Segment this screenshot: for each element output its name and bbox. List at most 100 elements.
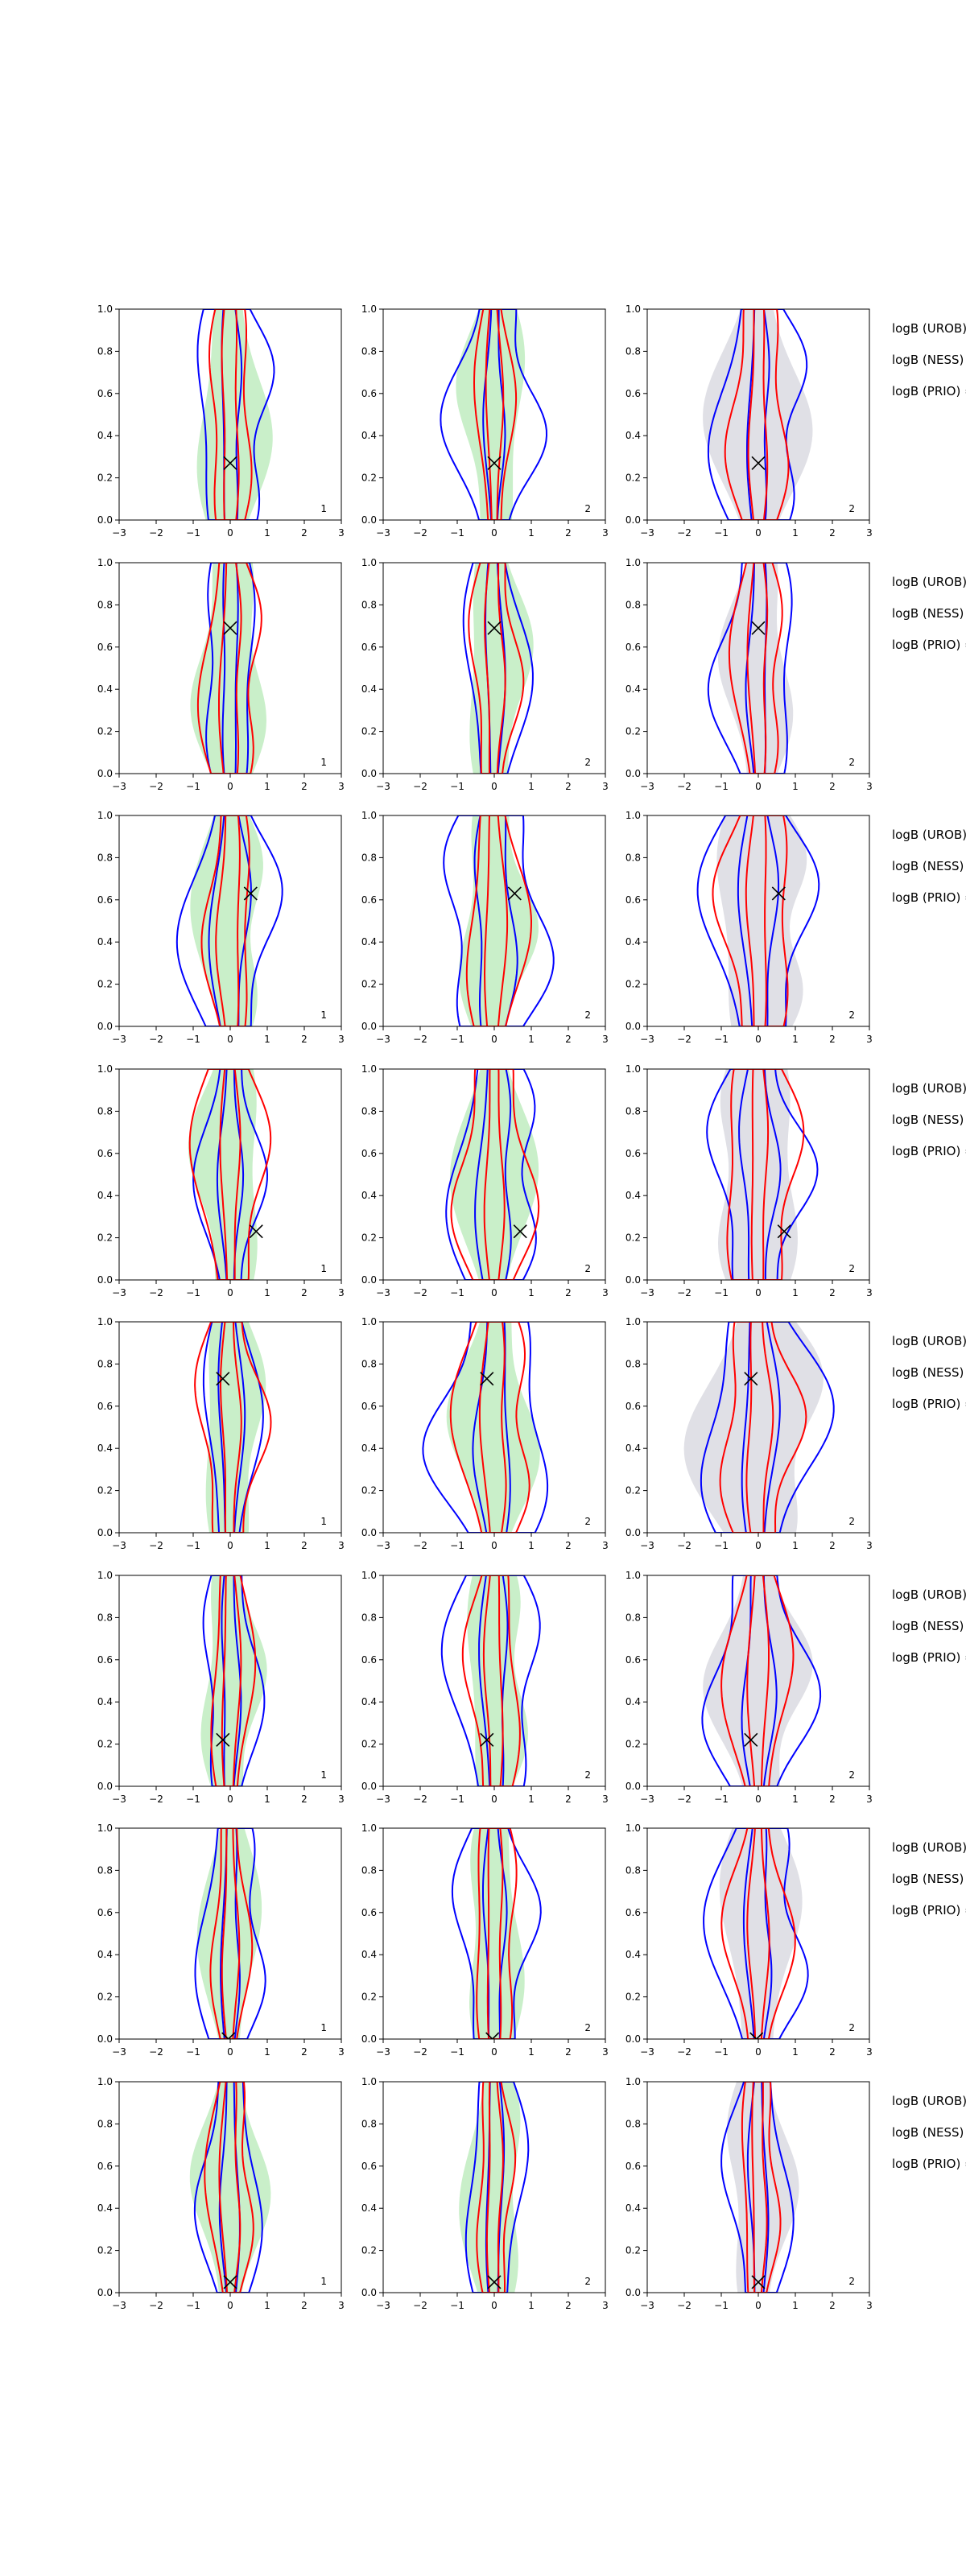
outer-contour-blue <box>193 2082 263 2293</box>
panel-r5-c3: −3 −2 −1 0 1 2 3 0.0 0.2 0.4 0.6 0.8 1.0 2 <box>625 1316 873 1551</box>
x-tick-label: −1 <box>450 2300 464 2311</box>
panel-number: 2 <box>584 757 591 768</box>
y-tick-label: 0.6 <box>361 388 377 399</box>
y-tick-label: 0.4 <box>97 1696 113 1707</box>
y-tick-label: 0.6 <box>361 2161 377 2172</box>
x-tick-label: −1 <box>186 1540 200 1551</box>
y-tick-label: 1.0 <box>625 1823 641 1834</box>
x-tick-label: −1 <box>186 1794 200 1805</box>
outer-contour-blue <box>443 815 555 1026</box>
y-tick-label: 0.4 <box>97 683 113 695</box>
panel-number: 2 <box>584 1516 591 1527</box>
x-tick-label: 0 <box>755 781 762 792</box>
outer-contour-red <box>724 309 790 520</box>
y-tick-label: 0.8 <box>361 1358 377 1369</box>
y-tick-label: 0.0 <box>361 1527 377 1538</box>
x-tick-label: −3 <box>640 1034 654 1045</box>
true-value-marker <box>487 621 502 635</box>
outer-contour-blue <box>205 563 256 774</box>
true-value-marker <box>216 1372 230 1386</box>
y-tick-label: 0.4 <box>625 2202 641 2214</box>
y-tick-label: 0.6 <box>361 1401 377 1412</box>
inner-contour-blue <box>485 2082 506 2293</box>
panel-r4-c2: −3 −2 −1 0 1 2 3 0.0 0.2 0.4 0.6 0.8 1.0 2 <box>361 1063 609 1298</box>
x-tick-label: −2 <box>413 1034 427 1045</box>
x-tick-label: −2 <box>149 2300 163 2311</box>
x-tick-label: 3 <box>602 1540 609 1551</box>
y-tick-label: 0.4 <box>361 936 377 947</box>
y-tick-label: 0.8 <box>97 1358 113 1369</box>
x-tick-label: 2 <box>565 1287 572 1298</box>
x-tick-label: 0 <box>755 1287 762 1298</box>
y-tick-label: 0.6 <box>361 642 377 653</box>
x-tick-label: 2 <box>829 1540 836 1551</box>
panel-r3-c1: −3 −2 −1 0 1 2 3 0.0 0.2 0.4 0.6 0.8 1.0 1 <box>97 810 345 1045</box>
outer-contour-red <box>208 309 253 520</box>
x-tick-label: −2 <box>677 1034 691 1045</box>
x-tick-label: 1 <box>792 781 799 792</box>
x-tick-label: 0 <box>227 1034 233 1045</box>
y-tick-label: 0.6 <box>625 1907 641 1918</box>
x-tick-label: −2 <box>413 527 427 539</box>
y-tick-label: 0.4 <box>361 1190 377 1201</box>
inner-contour-blue <box>746 2082 770 2293</box>
panel-number: 1 <box>320 2276 327 2287</box>
x-tick-label: −3 <box>376 781 390 792</box>
panel-r2-c3: −3 −2 −1 0 1 2 3 0.0 0.2 0.4 0.6 0.8 1.0 2 <box>625 557 873 792</box>
y-tick-label: 0.4 <box>97 1190 113 1201</box>
inner-contour-blue <box>738 1069 782 1280</box>
inner-contour-blue <box>217 1322 246 1533</box>
x-tick-label: −3 <box>112 1034 126 1045</box>
density-fill <box>190 815 263 1026</box>
x-tick-label: 3 <box>602 2300 609 2311</box>
outer-contour-blue <box>451 1828 542 2039</box>
x-tick-label: −3 <box>376 1287 390 1298</box>
inner-contour-red <box>484 563 506 774</box>
outer-contour-blue <box>196 309 275 520</box>
outer-contour-red <box>726 1069 805 1280</box>
y-tick-label: 0.0 <box>361 2033 377 2045</box>
x-tick-label: −2 <box>149 1794 163 1805</box>
outer-contour-blue <box>703 1828 809 2039</box>
x-tick-label: −1 <box>714 1287 729 1298</box>
x-tick-label: 3 <box>866 1540 873 1551</box>
x-tick-label: −2 <box>677 2046 691 2058</box>
x-tick-label: 1 <box>528 2300 535 2311</box>
x-tick-label: −1 <box>714 1540 729 1551</box>
y-tick-label: 0.2 <box>361 979 377 990</box>
x-tick-label: 2 <box>301 1794 308 1805</box>
inner-contour-blue <box>221 563 239 774</box>
y-tick-label: 0.0 <box>625 1781 641 1792</box>
x-tick-label: −2 <box>413 1794 427 1805</box>
y-tick-label: 0.2 <box>97 1232 113 1244</box>
x-tick-label: −2 <box>413 2046 427 2058</box>
outer-contour-red <box>720 1828 796 2039</box>
inner-contour-red <box>485 2082 504 2293</box>
x-tick-label: −2 <box>413 1287 427 1298</box>
x-tick-label: −1 <box>714 2300 729 2311</box>
inner-contour-blue <box>482 309 506 520</box>
x-tick-label: 2 <box>829 2300 836 2311</box>
y-tick-label: 1.0 <box>97 557 113 568</box>
outer-contour-blue <box>194 1828 266 2039</box>
y-tick-label: 1.0 <box>361 1316 377 1327</box>
x-tick-label: −2 <box>413 781 427 792</box>
panel-number: 1 <box>320 1009 327 1021</box>
y-tick-label: 0.2 <box>361 473 377 484</box>
y-tick-label: 0.4 <box>625 1190 641 1201</box>
true-value-marker <box>751 456 766 470</box>
x-tick-label: 1 <box>528 1794 535 1805</box>
panel-r1-c1: −3 −2 −1 0 1 2 3 0.0 0.2 0.4 0.6 0.8 1.0 1 <box>97 303 345 539</box>
x-tick-label: 0 <box>491 1287 497 1298</box>
x-tick-label: −1 <box>186 2046 200 2058</box>
x-tick-label: 3 <box>338 1794 345 1805</box>
y-tick-label: 1.0 <box>625 1316 641 1327</box>
inner-contour-blue <box>216 1069 245 1280</box>
outer-contour-red <box>210 1575 257 1786</box>
panel-r3-c3: −3 −2 −1 0 1 2 3 0.0 0.2 0.4 0.6 0.8 1.0 2 <box>625 810 873 1045</box>
y-tick-label: 0.2 <box>625 2245 641 2256</box>
y-tick-label: 0.4 <box>361 1443 377 1454</box>
x-tick-label: 3 <box>602 527 609 539</box>
true-value-marker <box>480 1732 494 1747</box>
density-fill <box>717 563 794 774</box>
